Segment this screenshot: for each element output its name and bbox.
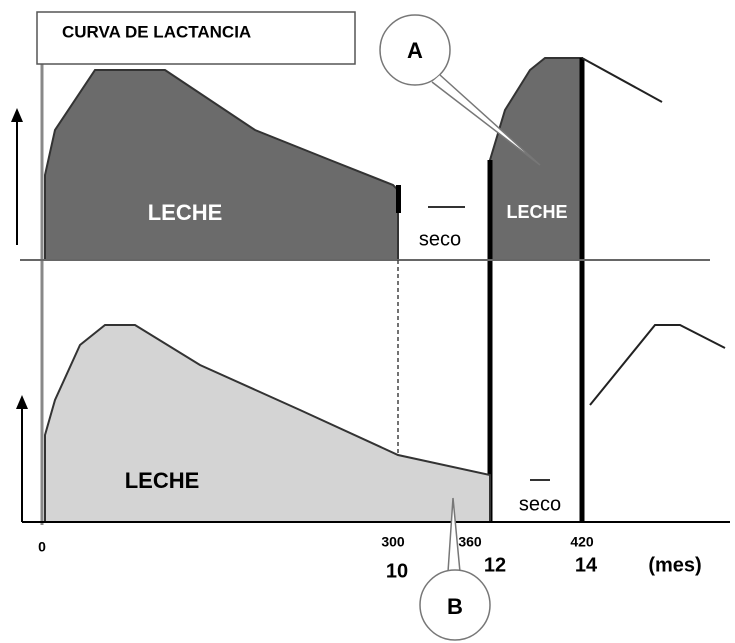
arrow-head <box>16 395 28 409</box>
day-label: 300 <box>381 534 405 550</box>
callout-pointer <box>431 74 541 166</box>
day-label: 360 <box>458 534 482 550</box>
milk-label: LECHE <box>125 468 200 493</box>
callout-label: A <box>407 38 423 63</box>
day-label: 0 <box>38 539 46 555</box>
title: CURVA DE LACTANCIA <box>62 22 251 41</box>
callout-pointer <box>447 497 461 573</box>
curve-continuation <box>581 57 663 103</box>
callout-label: B <box>447 594 463 619</box>
dry-label: seco <box>519 493 561 515</box>
end-mark <box>396 185 401 213</box>
milk-area-bottom <box>44 324 491 523</box>
callout-circle <box>419 569 491 641</box>
month-label: 14 <box>575 554 598 576</box>
milk-label: LECHE <box>148 200 223 225</box>
milk-area-top-2 <box>489 57 583 261</box>
milk-label: LECHE <box>506 202 567 222</box>
arrow-head <box>11 108 23 122</box>
dry-label: seco <box>419 228 461 250</box>
next-curve <box>589 324 726 406</box>
month-label: 12 <box>484 554 506 576</box>
day-label: 420 <box>570 534 594 550</box>
month-label: 10 <box>386 560 408 582</box>
unit-label: (mes) <box>648 554 701 576</box>
callout-circle <box>379 14 451 86</box>
milk-area-top-1 <box>44 69 399 261</box>
title-box <box>36 11 356 65</box>
